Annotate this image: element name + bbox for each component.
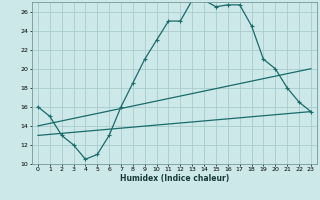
X-axis label: Humidex (Indice chaleur): Humidex (Indice chaleur) (120, 174, 229, 183)
